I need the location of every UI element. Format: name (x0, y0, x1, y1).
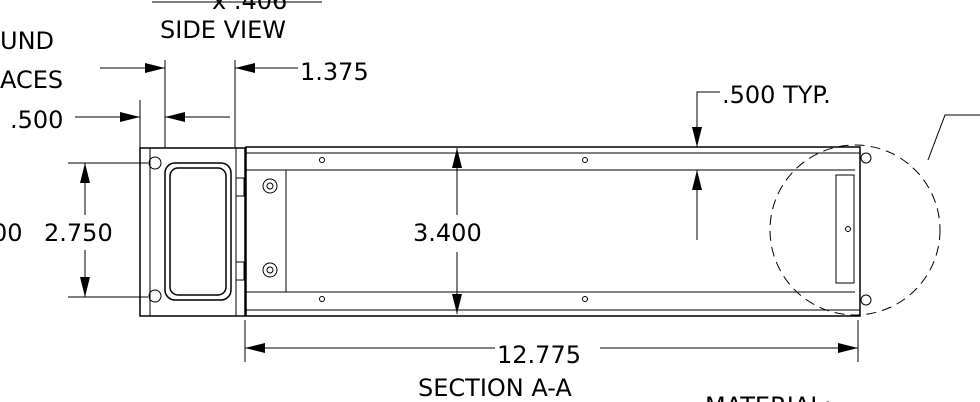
label: 00 (0, 219, 23, 247)
label: 1.375 (300, 58, 369, 86)
label: .500 (10, 106, 63, 134)
label: UND (0, 27, 54, 55)
label: 3.400 (413, 219, 482, 247)
label: ACES (0, 66, 63, 94)
label: SECTION A-A (418, 374, 572, 402)
label: 2.750 (44, 219, 113, 247)
label: 12.775 (497, 341, 581, 369)
label: .500 TYP. (722, 81, 831, 109)
geometry (68, 1, 980, 362)
labels: x .406 UND ACES .500 00 SIDE VIEW 1.375 … (0, 0, 832, 402)
label: x .406 (212, 0, 287, 15)
label: MATERIAL: (705, 392, 832, 402)
label: SIDE VIEW (160, 16, 286, 44)
